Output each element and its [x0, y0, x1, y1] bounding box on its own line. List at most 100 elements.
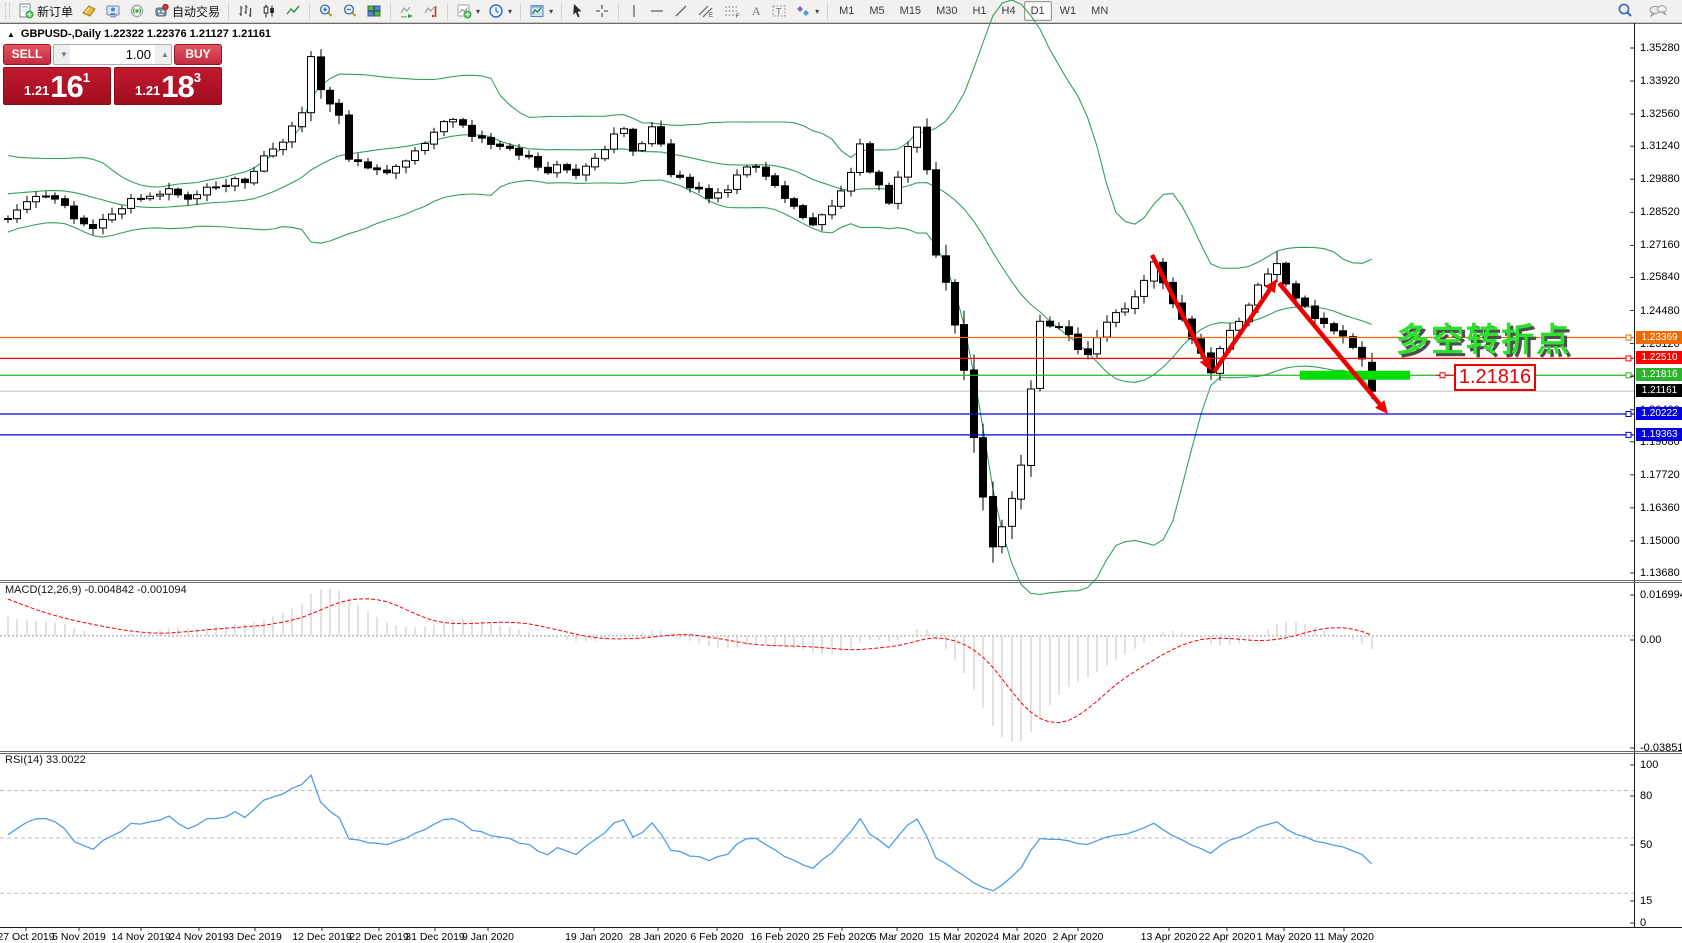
templates-button[interactable]: ▾ — [525, 0, 557, 23]
text-label-button[interactable]: T — [767, 0, 791, 23]
buy-button[interactable]: BUY — [174, 44, 222, 65]
rsi-axis-label: 100 — [1640, 759, 1659, 771]
trend-arrow-2[interactable] — [1212, 279, 1277, 374]
candle — [1339, 330, 1347, 337]
indicators-button[interactable]: ▾ — [452, 0, 484, 23]
market-watch-icon — [81, 3, 97, 19]
clock-icon — [488, 3, 504, 19]
toolbar-grip[interactable] — [5, 3, 10, 19]
candle — [80, 217, 88, 225]
date-axis-label: 14 Nov 2019 — [111, 931, 171, 943]
horizontal-line-button[interactable] — [645, 0, 669, 23]
horizontal-line-icon — [649, 3, 665, 19]
channel-button[interactable]: E — [693, 0, 719, 23]
volume-decrease-button[interactable]: ▼ — [54, 45, 70, 64]
tile-windows-button[interactable] — [362, 0, 386, 23]
candle — [1065, 326, 1073, 335]
candle — [51, 195, 59, 200]
candle — [193, 194, 201, 200]
chart-shift-button[interactable] — [419, 0, 443, 23]
crosshair-icon — [594, 3, 610, 19]
candle — [809, 217, 817, 226]
candle — [108, 213, 116, 221]
zoom-out-button[interactable] — [338, 0, 362, 23]
candle — [572, 168, 580, 176]
candle — [392, 165, 400, 174]
toolbar-separator — [390, 2, 392, 20]
trend-arrow-3[interactable] — [1277, 281, 1388, 414]
candle — [1140, 279, 1148, 297]
candle — [335, 102, 343, 116]
candle — [1349, 336, 1357, 348]
price-badge-1.20222: 1.20222 — [1636, 407, 1682, 420]
zoom-in-icon — [318, 3, 334, 19]
tile-windows-icon — [366, 3, 382, 19]
zoom-in-button[interactable] — [314, 0, 338, 23]
timeframe-button-W1[interactable]: W1 — [1059, 5, 1077, 17]
trend-arrow-1[interactable] — [1149, 253, 1211, 371]
bar-chart-button[interactable] — [233, 0, 257, 23]
candle — [866, 143, 874, 173]
candle — [146, 195, 154, 200]
candlestick-button[interactable] — [257, 0, 281, 23]
timeframe-button-M5[interactable]: M5 — [869, 5, 885, 17]
date-axis-label: 12 Dec 2019 — [292, 931, 352, 943]
arrows-button[interactable]: ▾ — [791, 0, 823, 23]
macd-axis-label: 0.00 — [1640, 634, 1662, 646]
buy-price-panel[interactable]: 1.21 18 3 — [114, 67, 222, 105]
candle — [241, 178, 249, 184]
price-axis-label: 1.29880 — [1640, 173, 1680, 185]
timeframe-button-MN[interactable]: MN — [1091, 5, 1109, 17]
fibonacci-button[interactable]: F — [719, 0, 745, 23]
new-order-button[interactable]: 新订单 — [14, 0, 77, 23]
periods-button[interactable]: ▾ — [484, 0, 516, 23]
macd-label: MACD(12,26,9) -0.004842 -0.001094 — [5, 584, 187, 596]
chat-icon — [1648, 3, 1668, 19]
timeframe-button-H4[interactable]: H4 — [1001, 5, 1016, 17]
date-axis-label: 24 Mar 2020 — [987, 931, 1047, 943]
turning-point-annotation[interactable]: 多空转折点 — [1396, 321, 1571, 358]
candle — [298, 112, 306, 128]
sell-price-panel[interactable]: 1.21 16 1 — [3, 67, 111, 105]
line-anchor-marker — [1625, 372, 1632, 379]
trendline-button[interactable] — [669, 0, 693, 23]
toolbar-separator — [228, 2, 230, 20]
sell-button[interactable]: SELL — [3, 44, 51, 65]
signals-button[interactable] — [125, 0, 149, 23]
text-button[interactable]: A — [745, 0, 767, 23]
collapse-toggle-icon[interactable]: ▲ — [7, 29, 15, 39]
chat-button[interactable] — [1644, 0, 1672, 23]
cursor-button[interactable] — [566, 0, 590, 23]
candle — [373, 167, 381, 171]
vertical-line-button[interactable] — [623, 0, 645, 23]
timeframe-button-M30[interactable]: M30 — [936, 5, 958, 17]
volume-input[interactable] — [70, 45, 155, 64]
profiles-button[interactable] — [101, 0, 125, 23]
candle — [269, 148, 277, 157]
candle — [979, 437, 987, 498]
market-watch-button[interactable] — [77, 0, 101, 23]
timeframe-button-H1[interactable]: H1 — [972, 5, 987, 17]
volume-increase-button[interactable]: ▲ — [155, 45, 171, 64]
date-axis-label: 2 Apr 2020 — [1052, 931, 1104, 943]
chevron-down-icon: ▾ — [815, 6, 820, 16]
timeframe-button-M1[interactable]: M1 — [839, 5, 855, 17]
search-button[interactable] — [1612, 0, 1638, 23]
candle — [743, 166, 751, 176]
autotrading-button[interactable]: 自动交易 — [149, 0, 224, 23]
candle — [156, 193, 164, 197]
cursor-icon — [570, 3, 586, 19]
candle — [1046, 320, 1054, 327]
crosshair-button[interactable] — [590, 0, 614, 23]
macd-value-main: -0.004842 — [84, 584, 135, 596]
price-axis-label: 1.24480 — [1640, 305, 1680, 317]
toolbar-separator — [520, 2, 522, 20]
timeframe-button-M15[interactable]: M15 — [899, 5, 922, 17]
line-chart-button[interactable] — [281, 0, 305, 23]
candle — [544, 166, 552, 174]
candle — [951, 282, 959, 326]
candle — [601, 149, 609, 160]
auto-scroll-button[interactable] — [395, 0, 419, 23]
price-tag-box[interactable]: 1.21816 — [1454, 364, 1536, 391]
